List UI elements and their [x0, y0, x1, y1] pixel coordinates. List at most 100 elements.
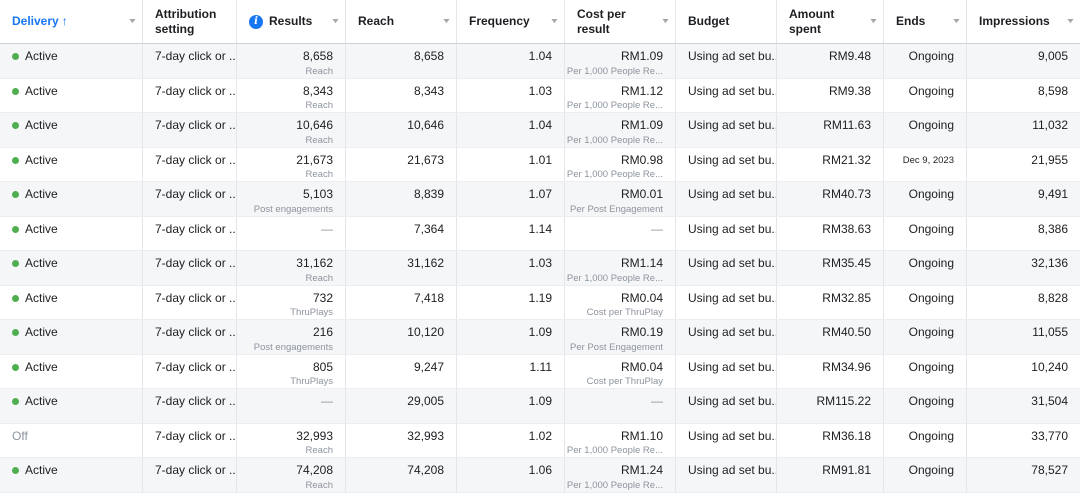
- cell-frequency: 1.11: [457, 354, 565, 388]
- cell-value: 31,162: [296, 256, 333, 270]
- cell-attribution: 7-day click or ...: [143, 147, 237, 181]
- cell-attribution: 7-day click or ...: [143, 320, 237, 354]
- column-menu-caret-icon[interactable]: ▼: [660, 17, 671, 25]
- column-menu-caret-icon[interactable]: ▼: [868, 17, 879, 25]
- column-label: Ends: [896, 14, 926, 29]
- active-status-dot-icon: [12, 294, 19, 302]
- delivery-status: Active: [12, 256, 58, 272]
- cell-impressions: 11,032: [967, 113, 1080, 147]
- cell-results: 74,208 Reach: [237, 458, 346, 492]
- delivery-status: Active: [12, 291, 58, 307]
- cell-value: RM0.01: [620, 187, 663, 201]
- column-header-frequency[interactable]: Frequency ▼: [457, 0, 565, 43]
- column-menu-caret-icon[interactable]: ▼: [1065, 17, 1076, 25]
- column-header-results[interactable]: i Results ▼: [237, 0, 346, 43]
- table-row[interactable]: Active 7-day click or ... 216 Post engageme…: [0, 320, 1080, 355]
- cell-impressions: 9,491: [967, 182, 1080, 216]
- table-row[interactable]: Active 7-day click or ... 74,208 Reach 74,20…: [0, 458, 1080, 493]
- column-header-reach[interactable]: Reach ▼: [346, 0, 457, 43]
- cell-frequency: 1.07: [457, 182, 565, 216]
- column-header-attribution[interactable]: Attribution setting: [143, 0, 237, 43]
- cell-sublabel: Post engagements: [253, 341, 333, 353]
- delivery-status-label: Active: [25, 187, 58, 201]
- cell-value: 7,418: [413, 290, 444, 305]
- cell-attribution: 7-day click or ...: [143, 113, 237, 147]
- delivery-status: Off: [12, 429, 28, 445]
- cell-spent: RM32.85: [777, 285, 884, 319]
- column-label: Attribution setting: [155, 7, 217, 36]
- cell-value: 11,032: [1032, 118, 1068, 132]
- column-label: Amount spent: [789, 7, 835, 36]
- table-row[interactable]: Active 7-day click or ... 732 ThruPlays 7,41…: [0, 285, 1080, 320]
- cell-frequency: 1.09: [457, 320, 565, 354]
- table-row[interactable]: Active 7-day click or ... 8,343 Reach 8,343 1…: [0, 78, 1080, 113]
- cell-reach: 10,120: [346, 320, 457, 354]
- cell-value: 74,208: [296, 463, 333, 477]
- cell-value: RM0.98: [620, 152, 663, 167]
- cell-value: 7-day click or ...: [155, 49, 237, 63]
- column-header-cost[interactable]: Cost per result ▼: [565, 0, 676, 43]
- table-row[interactable]: Active 7-day click or ... 21,673 Reach 21,67…: [0, 147, 1080, 182]
- delivery-status: Active: [12, 153, 58, 169]
- cell-budget: Using ad set bu...: [676, 78, 777, 112]
- cell-spent: RM40.73: [777, 182, 884, 216]
- table-row[interactable]: Active 7-day click or ... — 29,005 1.09 — Usin…: [0, 389, 1080, 424]
- table-row[interactable]: Active 7-day click or ... 5,103 Post engage…: [0, 182, 1080, 217]
- info-icon[interactable]: i: [249, 14, 263, 29]
- cell-value: RM115.22: [816, 394, 871, 408]
- cell-reach: 74,208: [346, 458, 457, 492]
- delivery-status: Active: [12, 187, 58, 203]
- table-row[interactable]: Off 7-day click or ... 32,993 Reach 32,993 1.…: [0, 423, 1080, 458]
- cell-sublabel: Per 1,000 People Re...: [566, 169, 663, 181]
- cell-value: RM21.32: [822, 152, 871, 167]
- cell-value: Using ad set bu...: [688, 463, 777, 477]
- cell-delivery: Active: [0, 44, 143, 78]
- cell-sublabel: Cost per ThruPlay: [586, 307, 663, 319]
- table-row[interactable]: Active 7-day click or ... 805 ThruPlays 9,24…: [0, 354, 1080, 389]
- cell-value: 5,103: [302, 187, 333, 201]
- cell-value: 7,364: [413, 221, 444, 236]
- cell-value: Ongoing: [908, 83, 954, 98]
- cell-value: Using ad set bu...: [688, 83, 777, 98]
- cell-spent: RM11.63: [777, 113, 884, 147]
- column-menu-caret-icon[interactable]: ▼: [549, 17, 560, 25]
- cell-value: Ongoing: [908, 394, 954, 408]
- cell-value: 7-day click or ...: [155, 394, 237, 408]
- table-row[interactable]: Active 7-day click or ... 8,658 Reach 8,658 1…: [0, 44, 1080, 79]
- cell-spent: RM34.96: [777, 354, 884, 388]
- column-label: Cost per result: [577, 7, 626, 36]
- cell-value: 732: [312, 290, 333, 305]
- table-row[interactable]: Active 7-day click or ... 31,162 Reach 31,16…: [0, 251, 1080, 286]
- cell-attribution: 7-day click or ...: [143, 78, 237, 112]
- column-menu-caret-icon[interactable]: ▼: [441, 17, 452, 25]
- cell-value: 216: [312, 325, 333, 339]
- column-header-spent[interactable]: Amount spent ▼: [777, 0, 884, 43]
- column-header-delivery[interactable]: Delivery ↑ ▼: [0, 0, 143, 43]
- column-menu-caret-icon[interactable]: ▼: [127, 17, 138, 25]
- cell-cost: RM1.14 Per 1,000 People Re...: [565, 251, 676, 285]
- cell-attribution: 7-day click or ...: [143, 354, 237, 388]
- cell-value: 33,770: [1031, 428, 1068, 443]
- cell-value: 1.19: [528, 290, 552, 305]
- cell-cost: —: [565, 389, 676, 423]
- cell-ends: Ongoing: [884, 320, 967, 354]
- cell-value: 8,658: [302, 49, 333, 63]
- column-header-impressions[interactable]: Impressions ▼: [967, 0, 1080, 43]
- column-menu-caret-icon[interactable]: ▼: [951, 17, 962, 25]
- table-row[interactable]: Active 7-day click or ... 10,646 Reach 10,64…: [0, 113, 1080, 148]
- column-header-ends[interactable]: Ends ▼: [884, 0, 967, 43]
- cell-delivery: Active: [0, 182, 143, 216]
- delivery-status: Active: [12, 222, 58, 238]
- cell-attribution: 7-day click or ...: [143, 44, 237, 78]
- cell-value: 8,343: [413, 83, 444, 98]
- column-menu-caret-icon[interactable]: ▼: [330, 17, 341, 25]
- sort-ascending-icon: ↑: [61, 14, 68, 29]
- cell-value: 11,055: [1032, 325, 1068, 339]
- column-label: Frequency: [469, 14, 530, 29]
- column-header-budget[interactable]: Budget: [676, 0, 777, 43]
- table-row[interactable]: Active 7-day click or ... — 7,364 1.14 — Using…: [0, 216, 1080, 251]
- cell-value: RM40.50: [822, 325, 871, 339]
- delivery-status: Active: [12, 325, 58, 341]
- cell-cost: RM1.10 Per 1,000 People Re...: [565, 423, 676, 457]
- delivery-status: Active: [12, 49, 58, 65]
